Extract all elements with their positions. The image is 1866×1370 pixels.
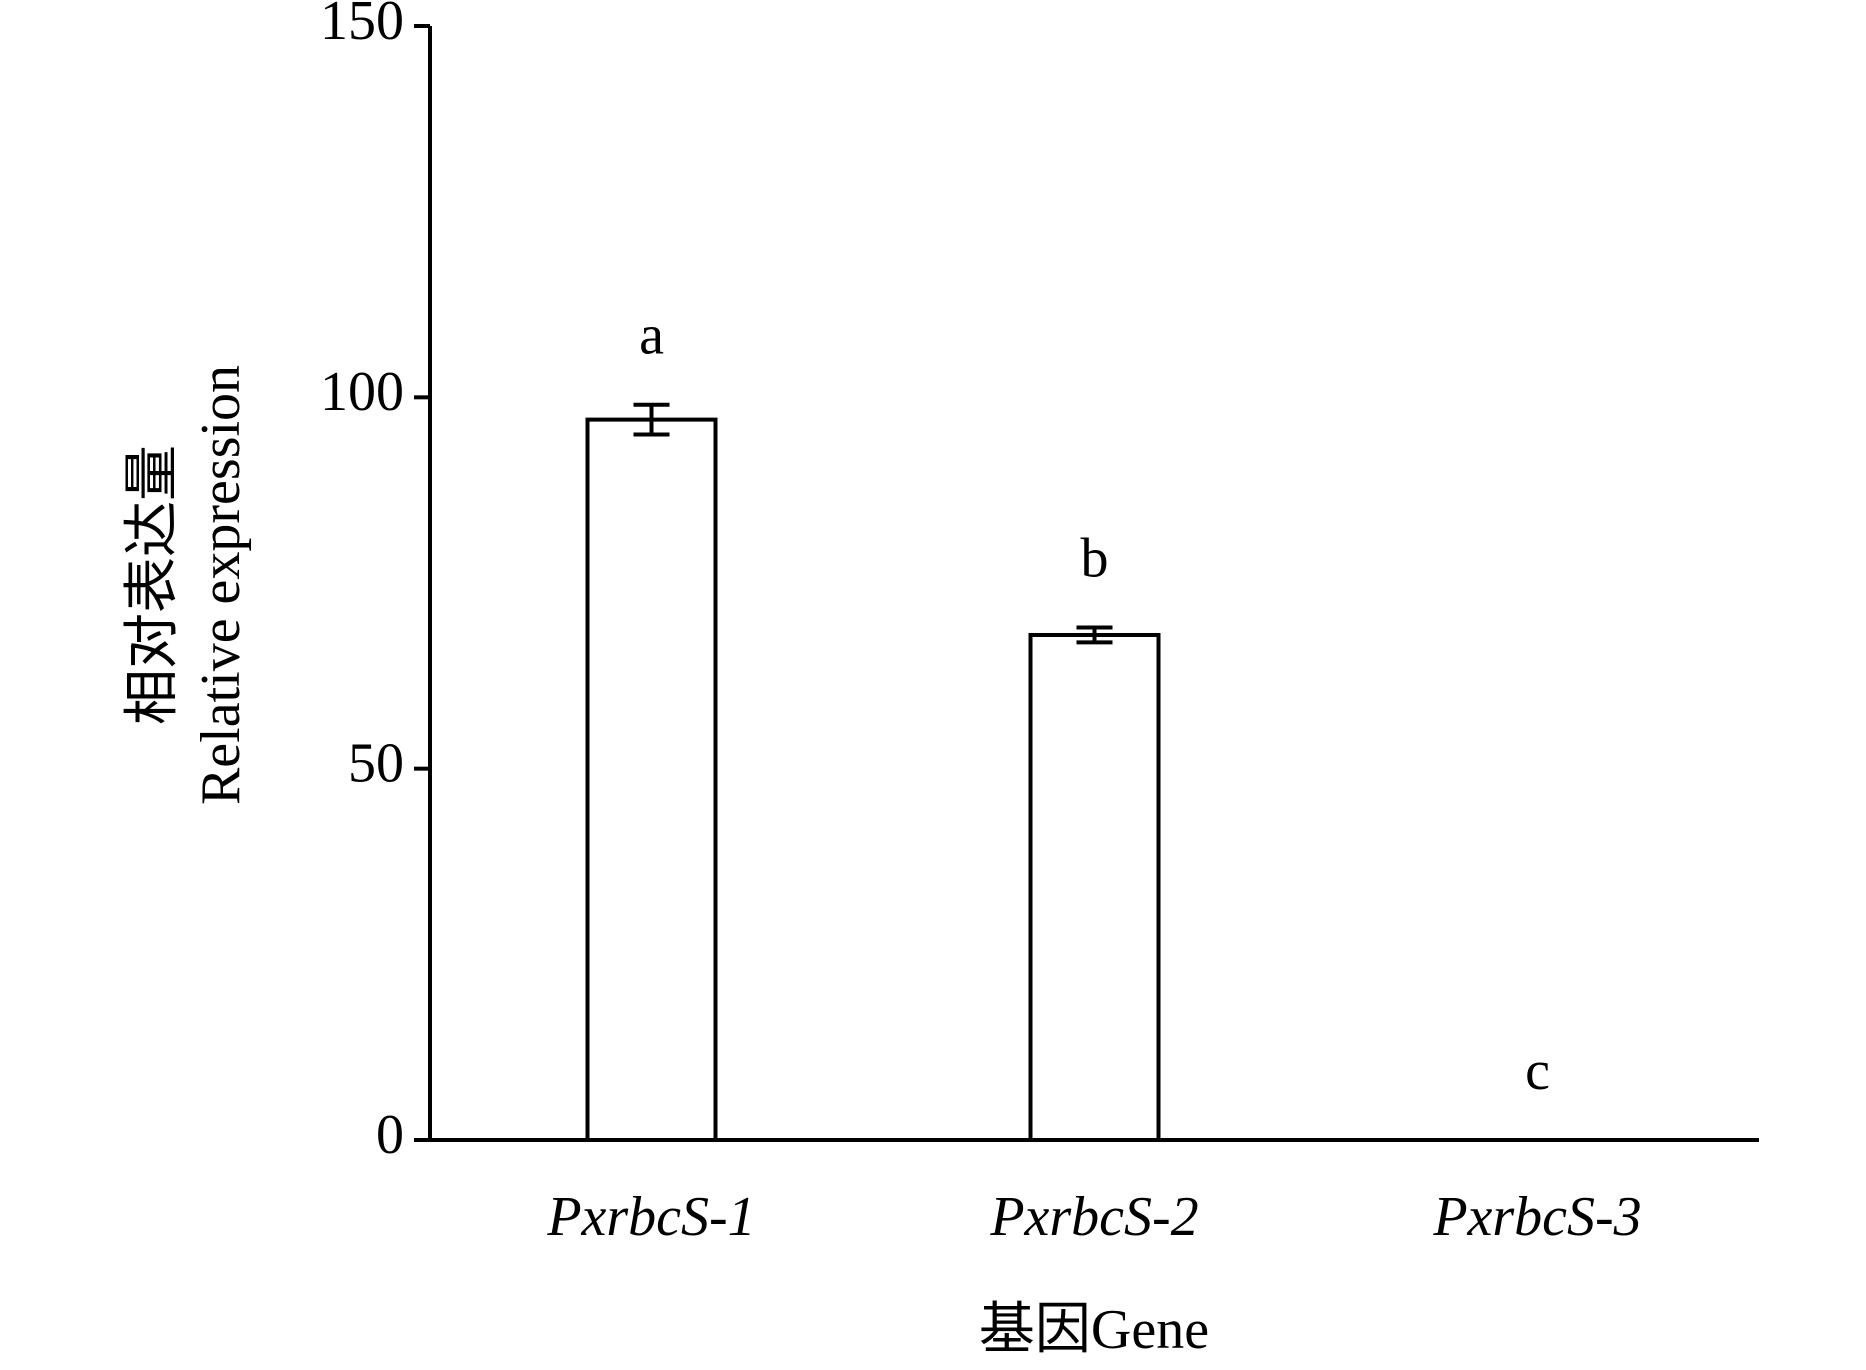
- y-tick-label: 100: [320, 361, 404, 423]
- y-axis-label: Relative expression: [190, 365, 252, 805]
- bar: [1028, 632, 1161, 1143]
- x-axis-label: 基因Gene: [979, 1299, 1209, 1361]
- bar: [585, 417, 718, 1142]
- y-label-2: Relative expression: [190, 365, 252, 805]
- y-tick-label: 0: [376, 1104, 404, 1166]
- x-tick-label: PxrbcS-1: [546, 1186, 755, 1248]
- significance-letter: c: [1525, 1040, 1550, 1102]
- y-tick-label: 150: [320, 0, 404, 52]
- significance-letter: a: [639, 305, 664, 367]
- significance-letter: b: [1081, 527, 1109, 589]
- x-tick-label: PxrbcS-3: [1432, 1186, 1641, 1248]
- x-tick-label: PxrbcS-2: [989, 1186, 1198, 1248]
- y-axis-label: 相对表达量: [122, 445, 184, 725]
- y-tick-label: 50: [348, 733, 404, 795]
- y-label-1: 相对表达量: [122, 445, 184, 725]
